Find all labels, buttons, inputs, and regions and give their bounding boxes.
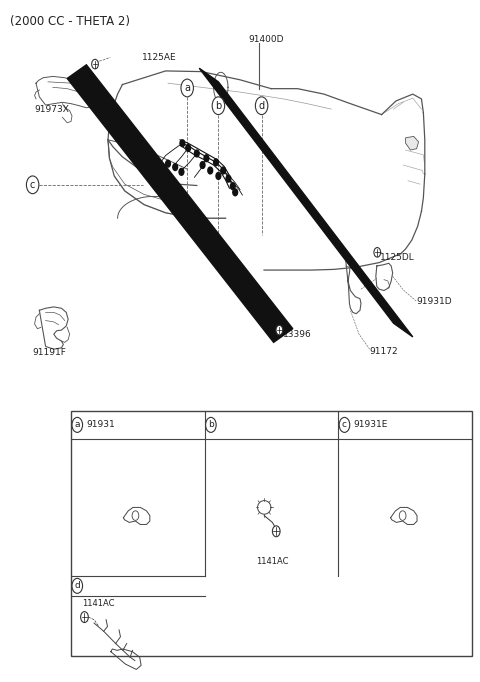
Text: 1141AC: 1141AC <box>256 557 288 567</box>
Text: 91400D: 91400D <box>249 35 284 44</box>
Circle shape <box>81 612 88 623</box>
Circle shape <box>194 150 199 157</box>
Circle shape <box>374 248 381 257</box>
Circle shape <box>181 79 193 97</box>
Circle shape <box>179 168 184 175</box>
Circle shape <box>186 145 191 151</box>
Circle shape <box>226 175 231 182</box>
Text: 13396: 13396 <box>283 329 312 339</box>
Circle shape <box>214 159 218 166</box>
Polygon shape <box>406 136 419 150</box>
Text: 91172: 91172 <box>370 346 398 356</box>
Circle shape <box>205 417 216 432</box>
Circle shape <box>255 97 268 115</box>
Circle shape <box>230 183 235 190</box>
Circle shape <box>399 511 406 520</box>
Circle shape <box>216 173 221 179</box>
Circle shape <box>180 140 185 147</box>
Circle shape <box>173 164 178 170</box>
Text: b: b <box>215 101 222 110</box>
Text: 91931: 91931 <box>86 420 115 430</box>
Polygon shape <box>199 68 413 337</box>
Circle shape <box>276 325 283 335</box>
Text: c: c <box>30 180 36 190</box>
Circle shape <box>72 417 83 432</box>
Text: c: c <box>342 420 347 430</box>
Circle shape <box>26 176 39 194</box>
Text: b: b <box>208 420 214 430</box>
Text: d: d <box>74 581 80 591</box>
Circle shape <box>273 526 280 537</box>
Circle shape <box>339 417 350 432</box>
Circle shape <box>221 167 226 174</box>
Polygon shape <box>67 65 293 342</box>
Circle shape <box>132 511 139 520</box>
Circle shape <box>204 155 209 162</box>
Text: 1125DL: 1125DL <box>380 252 415 262</box>
Polygon shape <box>39 307 68 349</box>
Bar <box>71 411 472 656</box>
Text: 1141AC: 1141AC <box>82 599 114 608</box>
Text: 91931E: 91931E <box>354 420 388 430</box>
Text: 91191F: 91191F <box>33 348 67 357</box>
Circle shape <box>200 162 205 168</box>
Circle shape <box>208 167 213 174</box>
Text: d: d <box>259 101 264 110</box>
Circle shape <box>72 578 83 593</box>
Text: a: a <box>74 420 80 430</box>
Text: 91931D: 91931D <box>417 297 452 306</box>
Text: 91973X: 91973X <box>35 104 70 114</box>
Text: (2000 CC - THETA 2): (2000 CC - THETA 2) <box>10 15 130 28</box>
Circle shape <box>233 189 238 196</box>
Circle shape <box>92 59 98 69</box>
Text: a: a <box>184 83 190 93</box>
Circle shape <box>166 160 170 167</box>
Text: 1125AE: 1125AE <box>142 53 176 62</box>
Circle shape <box>212 97 225 115</box>
